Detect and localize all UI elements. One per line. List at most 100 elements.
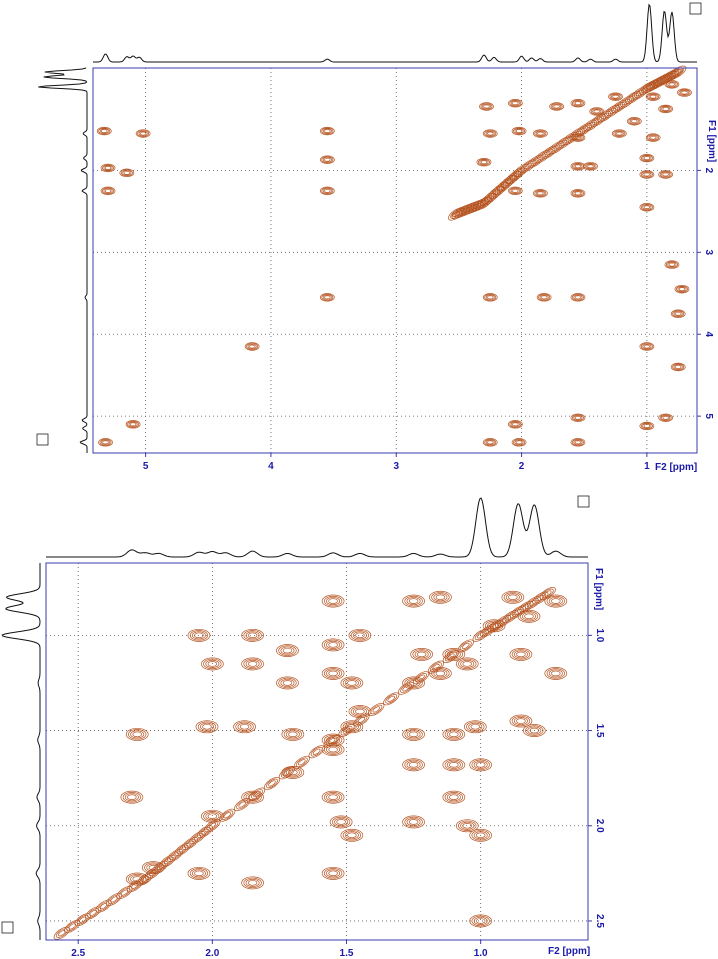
peak-contour <box>535 130 545 137</box>
peak-contour <box>455 657 479 671</box>
peak-contour <box>570 293 586 302</box>
cross-peak <box>281 766 305 779</box>
cross-peak <box>402 815 425 829</box>
peak-contour <box>342 830 362 841</box>
peak-contour <box>513 438 526 446</box>
peak-contour <box>102 440 109 445</box>
peak-contour <box>639 421 655 431</box>
peak-contour <box>404 595 423 607</box>
cross-peak <box>319 126 335 136</box>
diagonal-contour <box>64 919 81 933</box>
peak-contour <box>414 650 429 659</box>
peak-contour <box>511 126 527 136</box>
cross-peak <box>479 102 494 111</box>
y-tick-label: 3 <box>703 250 714 256</box>
peak-contour <box>321 667 345 680</box>
cross-peak <box>469 758 493 772</box>
peak-contour <box>323 744 343 755</box>
diagonal-contour <box>169 850 182 861</box>
diagonal-contour <box>520 159 537 173</box>
peak-contour <box>406 817 421 826</box>
peak-contour <box>487 131 494 136</box>
bottom-corner-marker-icon-left <box>1 921 14 934</box>
peak-contour <box>100 439 111 446</box>
diagonal-contour <box>238 801 246 808</box>
peak-contour <box>321 127 334 135</box>
peak-contour <box>449 794 459 800</box>
bottom-f1-projection-trace <box>1 563 41 940</box>
diagonal-contour <box>58 930 66 937</box>
diagonal-contour <box>370 704 383 715</box>
peak-contour <box>446 730 461 739</box>
cross-peak <box>522 724 546 737</box>
peak-contour <box>514 439 524 446</box>
peak-contour <box>517 609 541 623</box>
diagonal-contour <box>496 185 505 192</box>
peak-contour <box>527 726 542 735</box>
cross-peak <box>570 293 586 302</box>
peak-contour <box>119 168 135 178</box>
diagonal-contour <box>631 86 648 100</box>
peak-contour <box>510 188 520 194</box>
peak-contour <box>123 170 130 175</box>
peak-contour <box>642 171 652 178</box>
diagonal-contour <box>543 147 556 157</box>
diagonal-contour <box>223 812 232 819</box>
peak-contour <box>509 714 533 728</box>
peak-contour <box>281 727 305 741</box>
cross-peak <box>100 163 116 173</box>
bottom-f2-projection-trace <box>46 497 588 558</box>
peak-contour <box>592 108 602 115</box>
cross-peak <box>570 162 586 171</box>
diagonal-contour <box>452 211 460 218</box>
peak-contour <box>104 188 112 193</box>
peak-contour <box>643 156 651 160</box>
cross-peak <box>645 92 661 101</box>
diagonal-contour <box>110 896 118 903</box>
peak-contour <box>435 670 446 677</box>
cross-peak <box>469 828 493 842</box>
peak-contour <box>189 868 209 879</box>
peak-contour <box>573 190 583 196</box>
top-corner-marker-icon-left <box>36 433 49 446</box>
peak-contour <box>509 420 522 428</box>
peak-contour <box>570 133 586 142</box>
cross-peak <box>340 828 364 842</box>
top-grid <box>93 68 697 453</box>
peak-contour <box>246 343 259 350</box>
x-tick-label: 1.0 <box>474 948 488 959</box>
peak-contour <box>574 191 582 196</box>
peak-contour <box>352 707 367 716</box>
cross-peak <box>402 758 425 772</box>
peak-contour <box>241 628 264 642</box>
diagonal-contour <box>550 142 563 153</box>
peak-contour <box>200 722 214 731</box>
cross-peak <box>442 790 466 804</box>
peak-contour <box>573 163 583 169</box>
peak-contour <box>278 645 297 656</box>
peak-contour <box>574 101 582 106</box>
peak-contour <box>516 718 526 724</box>
peak-contour <box>512 188 519 193</box>
cross-peak <box>455 657 479 671</box>
cross-peak <box>276 676 299 690</box>
peak-contour <box>639 342 655 351</box>
peak-contour <box>584 162 597 170</box>
cross-peak <box>677 88 692 97</box>
peak-contour <box>321 790 345 804</box>
peak-contour <box>674 284 690 294</box>
peak-contour <box>322 188 332 194</box>
peak-contour <box>323 792 343 803</box>
cross-peak <box>570 189 586 198</box>
cross-peak <box>348 628 372 642</box>
diagonal-contour <box>557 138 570 148</box>
peak-contour <box>102 187 114 195</box>
peak-contour <box>197 721 217 732</box>
peak-contour <box>444 792 463 803</box>
peak-contour <box>508 594 518 601</box>
cross-peak <box>241 876 264 890</box>
peak-contour <box>404 816 423 828</box>
bottom-corner-marker-icon <box>577 495 590 508</box>
peak-contour <box>120 169 133 177</box>
cross-peak <box>639 342 655 351</box>
